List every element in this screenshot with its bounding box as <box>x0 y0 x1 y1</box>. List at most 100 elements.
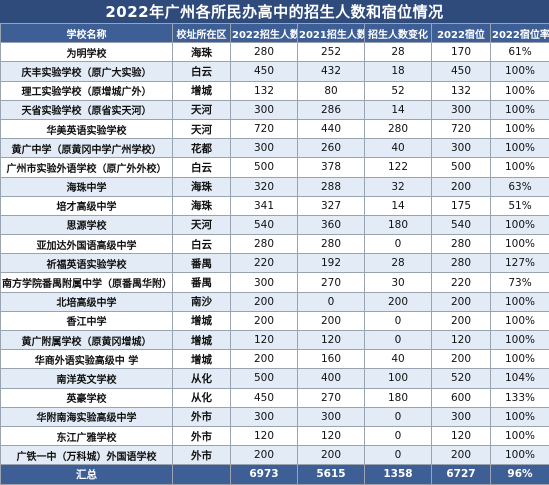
value-cell: 280 <box>231 235 298 254</box>
page-title: 2022年广州各所民办高中的招生人数和宿位情况 <box>0 0 549 23</box>
value-cell: 220 <box>432 273 491 292</box>
value-cell: 0 <box>365 446 432 465</box>
value-cell: 288 <box>298 177 365 196</box>
district-cell: 天河 <box>173 100 231 119</box>
value-cell: 100% <box>491 158 549 177</box>
value-cell: 100% <box>491 62 549 81</box>
column-header: 2022宿位率 <box>491 24 549 43</box>
value-cell: 280 <box>432 235 491 254</box>
value-cell: 175 <box>432 196 491 215</box>
school-name-cell: 天省实验学校（原省实天河） <box>1 100 173 119</box>
district-cell: 外市 <box>173 407 231 426</box>
value-cell: 200 <box>365 292 432 311</box>
column-header: 校址所在区 <box>173 24 231 43</box>
value-cell: 200 <box>231 292 298 311</box>
value-cell: 100% <box>491 139 549 158</box>
value-cell: 120 <box>231 426 298 445</box>
school-name-cell: 亚加达外国语高级中学 <box>1 235 173 254</box>
value-cell: 200 <box>432 177 491 196</box>
district-cell: 外市 <box>173 446 231 465</box>
value-cell: 300 <box>432 139 491 158</box>
district-cell: 天河 <box>173 215 231 234</box>
district-cell: 从化 <box>173 388 231 407</box>
value-cell: 286 <box>298 100 365 119</box>
district-cell: 增城 <box>173 81 231 100</box>
value-cell: 100% <box>491 100 549 119</box>
value-cell: 720 <box>432 119 491 138</box>
value-cell: 100% <box>491 292 549 311</box>
value-cell: 280 <box>298 235 365 254</box>
value-cell: 450 <box>432 62 491 81</box>
district-cell: 白云 <box>173 235 231 254</box>
value-cell: 280 <box>231 43 298 62</box>
value-cell: 120 <box>298 331 365 350</box>
value-cell: 0 <box>365 331 432 350</box>
school-name-cell: 华美英语实验学校 <box>1 119 173 138</box>
school-name-cell: 理工实验学校（原增城广外） <box>1 81 173 100</box>
value-cell: 100% <box>491 407 549 426</box>
column-header: 2021招生人数 <box>298 24 365 43</box>
value-cell: 300 <box>231 407 298 426</box>
value-cell: 220 <box>231 254 298 273</box>
value-cell: 300 <box>298 407 365 426</box>
total-cell <box>173 465 231 484</box>
value-cell: 300 <box>432 407 491 426</box>
value-cell: 63% <box>491 177 549 196</box>
value-cell: 0 <box>365 235 432 254</box>
column-header: 2022宿位 <box>432 24 491 43</box>
value-cell: 80 <box>298 81 365 100</box>
total-cell: 1358 <box>365 465 432 484</box>
column-header: 2022招生人数 <box>231 24 298 43</box>
district-cell: 增城 <box>173 350 231 369</box>
value-cell: 540 <box>432 215 491 234</box>
value-cell: 0 <box>298 292 365 311</box>
value-cell: 200 <box>231 446 298 465</box>
value-cell: 200 <box>432 311 491 330</box>
value-cell: 500 <box>231 158 298 177</box>
value-cell: 200 <box>432 350 491 369</box>
value-cell: 180 <box>365 215 432 234</box>
district-cell: 增城 <box>173 311 231 330</box>
value-cell: 280 <box>365 119 432 138</box>
value-cell: 52 <box>365 81 432 100</box>
school-name-cell: 南洋英文学校 <box>1 369 173 388</box>
district-cell: 番禺 <box>173 254 231 273</box>
school-name-cell: 海珠中学 <box>1 177 173 196</box>
value-cell: 300 <box>231 100 298 119</box>
school-name-cell: 为明学校 <box>1 43 173 62</box>
school-name-cell: 祈福英语实验学校 <box>1 254 173 273</box>
value-cell: 100% <box>491 426 549 445</box>
value-cell: 500 <box>432 158 491 177</box>
school-name-cell: 广州市实验外语学校（原广外外校） <box>1 158 173 177</box>
school-name-cell: 黄广中学（原黄冈中学广州学校） <box>1 139 173 158</box>
value-cell: 104% <box>491 369 549 388</box>
value-cell: 200 <box>432 292 491 311</box>
district-cell: 花都 <box>173 139 231 158</box>
value-cell: 32 <box>365 177 432 196</box>
value-cell: 132 <box>231 81 298 100</box>
district-cell: 从化 <box>173 369 231 388</box>
value-cell: 300 <box>231 139 298 158</box>
total-cell: 6727 <box>432 465 491 484</box>
value-cell: 0 <box>365 311 432 330</box>
column-header: 招生人数变化 <box>365 24 432 43</box>
district-cell: 外市 <box>173 426 231 445</box>
value-cell: 341 <box>231 196 298 215</box>
value-cell: 132 <box>432 81 491 100</box>
value-cell: 127% <box>491 254 549 273</box>
value-cell: 0 <box>365 426 432 445</box>
value-cell: 18 <box>365 62 432 81</box>
value-cell: 540 <box>231 215 298 234</box>
value-cell: 120 <box>432 426 491 445</box>
